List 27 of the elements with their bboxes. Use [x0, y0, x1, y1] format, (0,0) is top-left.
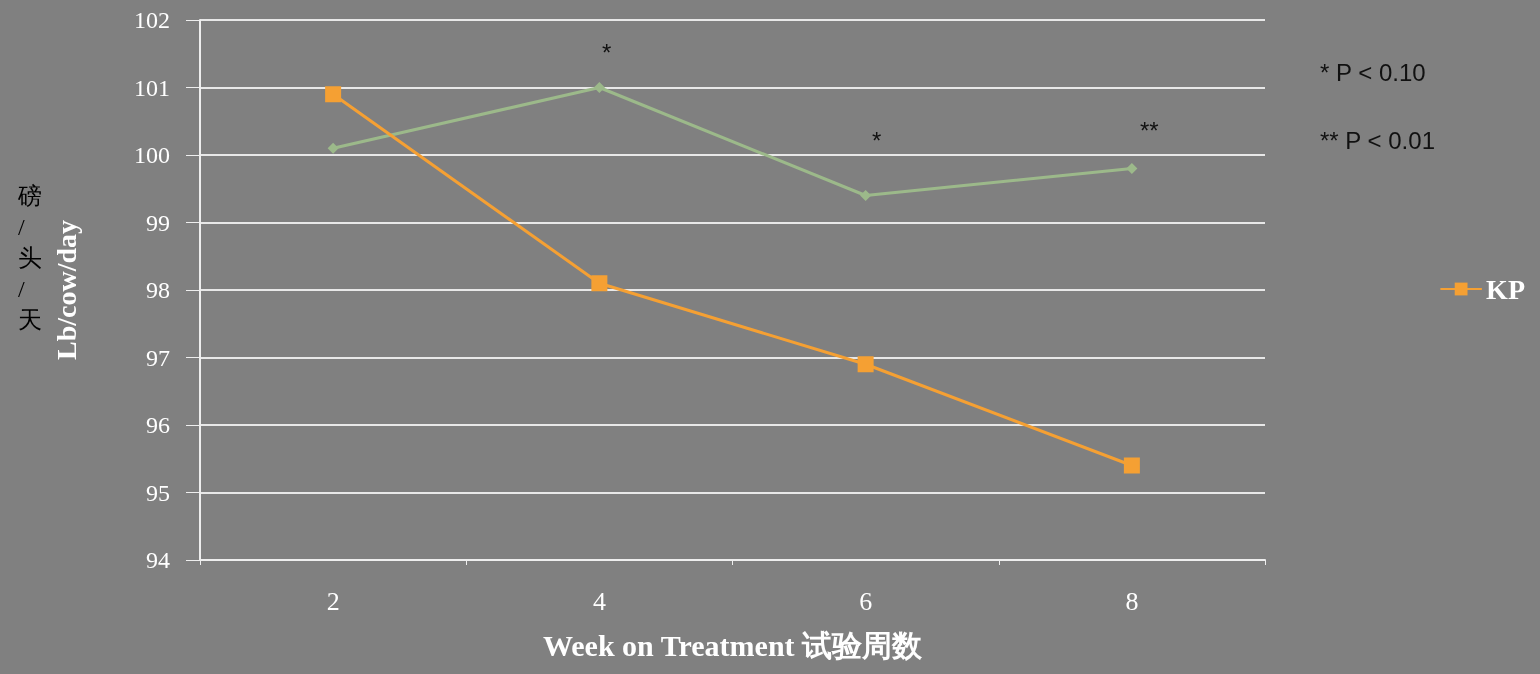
x-tick-label: 6 [859, 586, 873, 616]
point [1123, 457, 1140, 474]
y-tick-label: 96 [146, 412, 170, 438]
y-tick-label: 98 [146, 277, 170, 303]
point [591, 275, 608, 292]
point [325, 86, 342, 103]
text: * P < 0.10 [1320, 58, 1426, 86]
y-tick-label: 99 [146, 209, 170, 236]
annotation: ** [1140, 116, 1159, 144]
point [593, 82, 605, 93]
text: ** P < 0.01 [1320, 126, 1435, 154]
y-tick-label: 97 [146, 344, 170, 371]
x-tick-label: 8 [1125, 586, 1139, 616]
y-tick-label: 101 [134, 74, 170, 101]
point [1126, 163, 1138, 174]
x-tick-label: 2 [326, 586, 340, 616]
y-tick-label: 95 [146, 479, 170, 506]
x-tick-label: 4 [592, 586, 606, 616]
y-tick-label: 100 [134, 142, 170, 168]
annotation: * [602, 38, 612, 66]
x-axis-title: Week on Treatment 试验周数 [542, 628, 924, 662]
legend-label: KP [1486, 273, 1526, 305]
y-tick-label: 94 [146, 547, 170, 573]
annotation: * [872, 126, 882, 154]
point [857, 356, 874, 373]
y-tick-label: 102 [134, 7, 170, 33]
point [327, 142, 339, 154]
